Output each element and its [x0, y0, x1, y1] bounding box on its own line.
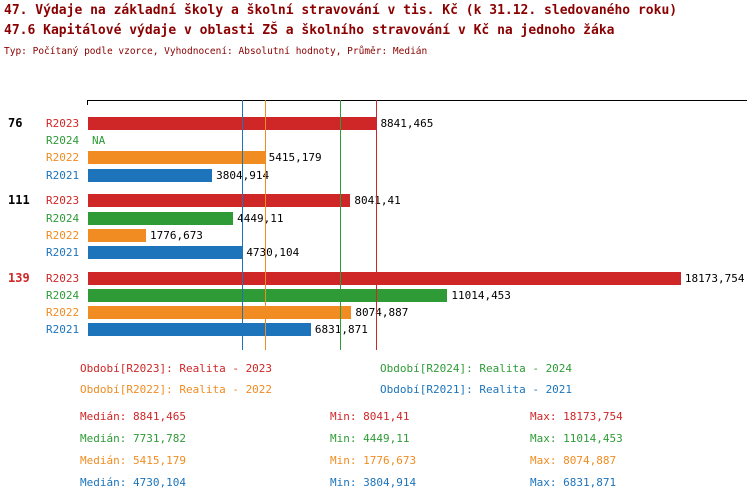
series-label: R2021: [46, 168, 80, 182]
bar-value-label: 4449,11: [237, 211, 284, 225]
stat-min-r2024: Min: 4449,11: [330, 432, 410, 445]
stat-max-r2024: Max: 11014,453: [530, 432, 623, 445]
bar-value-label: 11014,453: [451, 289, 511, 302]
series-label: R2022: [46, 228, 80, 242]
bar: [88, 306, 352, 320]
bar: [88, 246, 243, 259]
stat-max-r2023: Max: 18173,754: [530, 410, 623, 423]
bar: [88, 228, 146, 242]
bar-value-label: 8041,41: [354, 194, 401, 208]
group-label: 139: [8, 270, 30, 285]
chart-meta: Typ: Počítaný podle vzorce, Vyhodnocení:…: [4, 46, 428, 57]
bar: [88, 211, 234, 225]
bar-value-label: 8074,887: [355, 306, 409, 320]
series-label: R2021: [46, 323, 80, 337]
stat-min-r2023: Min: 8041,41: [330, 410, 410, 423]
legend-item-r2022: Období[R2022]: Realita - 2022: [80, 383, 273, 396]
stat-median-r2023: Medián: 8841,465: [80, 410, 186, 423]
stat-max-r2021: Max: 6831,871: [530, 476, 617, 489]
bar: [88, 323, 311, 337]
bar-value-label: 4730,104: [246, 246, 300, 259]
series-label: R2024: [46, 211, 80, 225]
stat-median-r2022: Medián: 5415,179: [80, 454, 186, 467]
series-label: R2023: [46, 117, 80, 130]
median-line: [376, 100, 378, 350]
bar-value-label: 18173,754: [684, 271, 745, 285]
series-label: R2023: [46, 194, 80, 208]
group-label: 76: [8, 116, 23, 130]
series-label: R2022: [46, 151, 80, 165]
stat-max-r2022: Max: 8074,887: [530, 454, 617, 467]
bar: [88, 289, 448, 302]
legend-item-r2021: Období[R2021]: Realita - 2021: [380, 383, 573, 396]
legend-item-r2024: Období[R2024]: Realita - 2024: [380, 362, 573, 375]
stat-median-r2021: Medián: 4730,104: [80, 476, 186, 489]
series-label: R2023: [46, 271, 80, 285]
bar-value-label: 5415,179: [268, 151, 322, 165]
bar-value-label: 6831,871: [314, 323, 368, 337]
chart-subtitle: 47.6 Kapitálové výdaje v oblasti ZŠ a šk…: [4, 23, 615, 38]
median-line: [264, 100, 266, 350]
bar: [88, 194, 351, 208]
group-label: 111: [8, 193, 30, 208]
bar-value-label: NA: [92, 134, 106, 148]
series-label: R2024: [46, 134, 80, 148]
median-line: [242, 100, 244, 350]
bar-value-label: 1776,673: [149, 228, 203, 242]
series-label: R2022: [46, 306, 80, 320]
median-line: [340, 100, 342, 350]
stat-min-r2022: Min: 1776,673: [330, 454, 417, 467]
series-label: R2021: [46, 246, 80, 259]
bar: [88, 151, 265, 165]
axis-tick: [87, 100, 88, 105]
series-label: R2024: [46, 289, 80, 302]
legend-item-r2023: Období[R2023]: Realita - 2023: [80, 362, 273, 375]
bar: [88, 168, 213, 182]
stat-min-r2021: Min: 3804,914: [330, 476, 417, 489]
chart-title: 47. Výdaje na základní školy a školní st…: [4, 3, 678, 18]
bar: [88, 271, 681, 285]
stat-median-r2024: Medián: 7731,782: [80, 432, 186, 445]
bar-value-label: 8841,465: [380, 117, 434, 130]
bar: [88, 117, 377, 130]
axis-line: [87, 100, 747, 101]
